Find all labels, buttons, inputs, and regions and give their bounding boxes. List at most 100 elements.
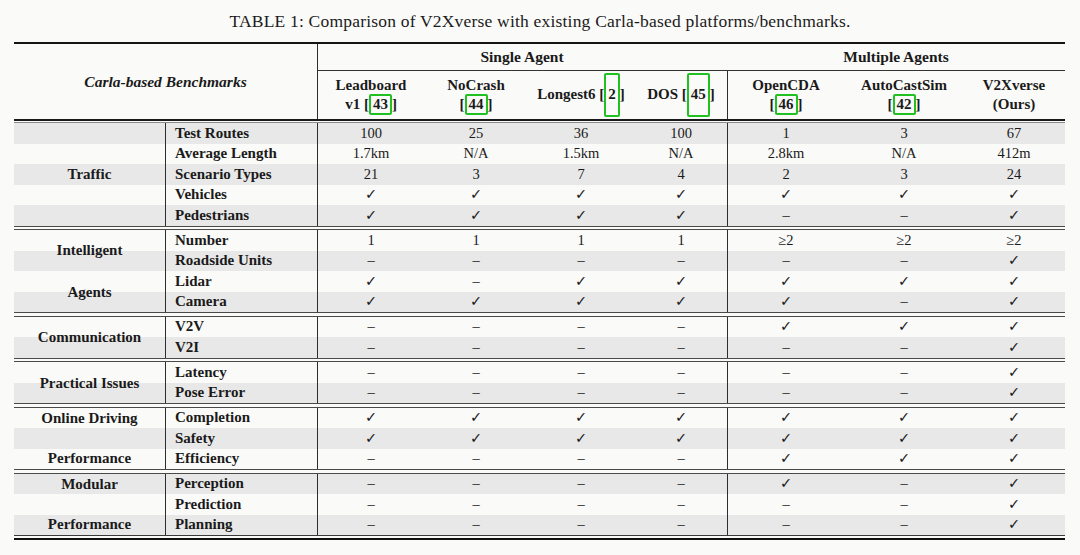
value-cell: ✓: [845, 430, 963, 447]
column-divider: [165, 362, 167, 403]
table-bottom-rule: [14, 535, 1065, 540]
citation-link[interactable]: 44: [465, 94, 488, 115]
row-label-v2i: V2I: [165, 339, 317, 356]
value-cell: ✓: [425, 186, 527, 203]
group-label-modular-performance: ModularPerformance: [14, 474, 165, 536]
value-cell: ✓: [425, 409, 527, 426]
value-cell: ✓: [317, 293, 425, 310]
value-cell: –: [635, 384, 727, 401]
value-cell: ✓: [317, 409, 425, 426]
value-cell: ✓: [635, 293, 727, 310]
value-cell: ✓: [727, 430, 845, 447]
value-cell: ✓: [317, 207, 425, 224]
value-cell: 25: [425, 125, 527, 142]
table-row: Efficiency – – – – ✓ ✓ ✓: [14, 449, 1065, 470]
column-divider: [317, 474, 319, 536]
column-subtitle: [46]: [770, 95, 803, 115]
table-row: Scenario Types 21 3 7 4 2 3 24: [14, 164, 1065, 185]
column-header-v2xverse: V2Xverse (Ours): [963, 71, 1065, 119]
column-divider: [317, 230, 319, 312]
row-label-pose-error: Pose Error: [165, 384, 317, 401]
value-cell: –: [317, 252, 425, 269]
column-subtitle: (Ours): [993, 95, 1036, 115]
value-cell: –: [425, 516, 527, 533]
value-cell: –: [635, 364, 727, 381]
value-cell: –: [317, 384, 425, 401]
value-cell: N/A: [425, 145, 527, 162]
value-cell: 1: [425, 232, 527, 249]
value-cell: –: [317, 496, 425, 513]
row-label-scenario-types: Scenario Types: [165, 166, 317, 183]
value-cell: –: [845, 293, 963, 310]
value-cell: –: [527, 384, 635, 401]
citation-link[interactable]: 42: [893, 94, 916, 115]
value-cell: ≥2: [963, 232, 1065, 249]
value-cell: 3: [425, 166, 527, 183]
value-cell: ✓: [317, 186, 425, 203]
value-cell: –: [527, 339, 635, 356]
row-label-v2v: V2V: [165, 318, 317, 335]
value-cell: –: [845, 339, 963, 356]
value-cell: ✓: [963, 293, 1065, 310]
value-cell: –: [527, 496, 635, 513]
group-label-traffic: Traffic: [14, 123, 165, 226]
value-cell: ✓: [527, 186, 635, 203]
citation-link[interactable]: 45: [687, 73, 710, 117]
row-label-prediction: Prediction: [165, 496, 317, 513]
column-header-autocastsim: AutoCastSim [42]: [845, 71, 963, 119]
value-cell: ✓: [727, 409, 845, 426]
section-communication: Communication V2V – – – – ✓ ✓ ✓ V2I – – …: [14, 317, 1065, 358]
value-cell: –: [527, 318, 635, 335]
value-cell: –: [527, 252, 635, 269]
value-cell: ✓: [845, 186, 963, 203]
column-header-dos: DOS [45]: [635, 71, 727, 119]
value-cell: –: [527, 364, 635, 381]
value-cell: ✓: [963, 496, 1065, 513]
row-label-average-length: Average Length: [165, 145, 317, 162]
column-divider: [317, 44, 319, 119]
group-label-online-driving-performance: Online DrivingPerformance: [14, 408, 165, 470]
value-cell: ✓: [425, 207, 527, 224]
column-divider: [727, 230, 729, 312]
value-cell: –: [425, 273, 527, 290]
table-row: Pose Error – – – – – – ✓: [14, 383, 1065, 404]
value-cell: ✓: [635, 430, 727, 447]
row-label-completion: Completion: [165, 409, 317, 426]
value-cell: –: [845, 364, 963, 381]
value-cell: ✓: [635, 273, 727, 290]
value-cell: ✓: [425, 430, 527, 447]
table-row: Planning – – – – – – ✓: [14, 515, 1065, 536]
section-modular-performance: ModularPerformance Perception – – – – ✓ …: [14, 474, 1065, 536]
value-cell: ✓: [963, 207, 1065, 224]
value-cell: –: [317, 450, 425, 467]
value-cell: –: [425, 384, 527, 401]
group-label-practical-issues: Practical Issues: [14, 362, 165, 403]
table-row: Prediction – – – – – – ✓: [14, 494, 1065, 515]
section-practical-issues: Practical Issues Latency – – – – – – ✓ P…: [14, 362, 1065, 403]
section-online-driving-performance: Online DrivingPerformance Completion ✓ ✓…: [14, 408, 1065, 470]
comparison-table: Carla-based Benchmarks Single Agent Mult…: [14, 42, 1065, 540]
table-row: Safety ✓ ✓ ✓ ✓ ✓ ✓ ✓: [14, 428, 1065, 449]
column-divider: [165, 317, 167, 358]
value-cell: N/A: [635, 145, 727, 162]
value-cell: ✓: [317, 273, 425, 290]
value-cell: ✓: [963, 450, 1065, 467]
value-cell: 2.8km: [727, 145, 845, 162]
value-cell: –: [425, 339, 527, 356]
value-cell: ✓: [727, 273, 845, 290]
value-cell: –: [635, 318, 727, 335]
value-cell: 7: [527, 166, 635, 183]
citation-link[interactable]: 43: [369, 94, 392, 115]
row-label-lidar: Lidar: [165, 273, 317, 290]
table-row: Perception – – – – ✓ – ✓: [14, 474, 1065, 495]
row-label-roadside-units: Roadside Units: [165, 252, 317, 269]
value-cell: –: [635, 475, 727, 492]
table-header: Carla-based Benchmarks Single Agent Mult…: [14, 44, 1065, 119]
citation-link[interactable]: 2: [604, 73, 620, 117]
citation-link[interactable]: 46: [775, 94, 798, 115]
column-divider: [727, 71, 729, 119]
table-row: Camera ✓ ✓ ✓ ✓ ✓ – ✓: [14, 292, 1065, 313]
value-cell: ✓: [727, 450, 845, 467]
value-cell: –: [635, 496, 727, 513]
value-cell: ✓: [963, 364, 1065, 381]
